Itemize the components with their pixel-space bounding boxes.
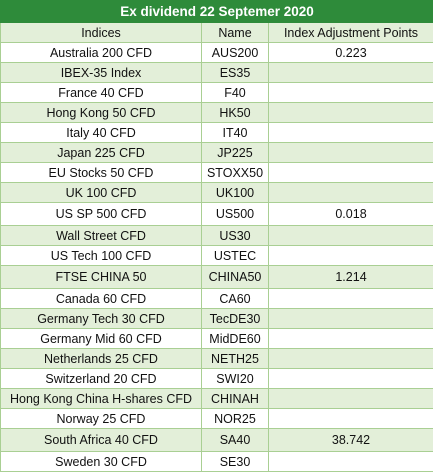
cell-adjustment-points [269,83,433,103]
cell-index: Wall Street CFD [1,226,202,246]
cell-index: Germany Tech 30 CFD [1,309,202,329]
cell-index: Netherlands 25 CFD [1,349,202,369]
cell-adjustment-points [269,143,433,163]
cell-name: F40 [202,83,269,103]
cell-name: USTEC [202,246,269,266]
cell-adjustment-points [269,329,433,349]
cell-name: SE30 [202,452,269,472]
cell-adjustment-points [269,409,433,429]
header-row: Indices Name Index Adjustment Points [1,23,433,43]
cell-name: US30 [202,226,269,246]
cell-adjustment-points [269,309,433,329]
cell-name: SWI20 [202,369,269,389]
cell-name: CHINAH [202,389,269,409]
cell-index: Japan 225 CFD [1,143,202,163]
cell-adjustment-points: 0.018 [269,203,433,226]
cell-adjustment-points [269,63,433,83]
cell-index: Canada 60 CFD [1,289,202,309]
cell-adjustment-points [269,289,433,309]
cell-index: Switzerland 20 CFD [1,369,202,389]
cell-adjustment-points: 38.742 [269,429,433,452]
cell-name: ES35 [202,63,269,83]
cell-index: IBEX-35 Index [1,63,202,83]
cell-name: IT40 [202,123,269,143]
cell-adjustment-points [269,183,433,203]
cell-adjustment-points: 0.223 [269,43,433,63]
cell-name: UK100 [202,183,269,203]
cell-name: NOR25 [202,409,269,429]
cell-adjustment-points [269,163,433,183]
cell-name: TecDE30 [202,309,269,329]
cell-index: Hong Kong China H-shares CFD [1,389,202,409]
cell-name: NETH25 [202,349,269,369]
cell-index: UK 100 CFD [1,183,202,203]
cell-adjustment-points: 1.214 [269,266,433,289]
cell-name: MidDE60 [202,329,269,349]
cell-adjustment-points [269,103,433,123]
cell-index: Germany Mid 60 CFD [1,329,202,349]
cell-name: AUS200 [202,43,269,63]
header-indices: Indices [1,23,202,43]
cell-index: Hong Kong 50 CFD [1,103,202,123]
cell-adjustment-points [269,349,433,369]
title-row: Ex dividend 22 Septemer 2020 [1,1,433,23]
header-adjustment-points: Index Adjustment Points [269,23,433,43]
cell-name: HK50 [202,103,269,123]
cell-index: EU Stocks 50 CFD [1,163,202,183]
cell-index: FTSE CHINA 50 [1,266,202,289]
cell-name: CHINA50 [202,266,269,289]
cell-name: STOXX50 [202,163,269,183]
cell-index: Norway 25 CFD [1,409,202,429]
cell-name: US500 [202,203,269,226]
cell-index: Italy 40 CFD [1,123,202,143]
cell-index: Australia 200 CFD [1,43,202,63]
cell-index: Sweden 30 CFD [1,452,202,472]
cell-adjustment-points [269,246,433,266]
table-title: Ex dividend 22 Septemer 2020 [1,1,433,23]
cell-index: US SP 500 CFD [1,203,202,226]
cell-adjustment-points [269,369,433,389]
cell-adjustment-points [269,452,433,472]
header-name: Name [202,23,269,43]
cell-adjustment-points [269,389,433,409]
cell-index: US Tech 100 CFD [1,246,202,266]
cell-index: South Africa 40 CFD [1,429,202,452]
cell-name: SA40 [202,429,269,452]
cell-adjustment-points [269,226,433,246]
cell-adjustment-points [269,123,433,143]
cell-name: JP225 [202,143,269,163]
cell-name: CA60 [202,289,269,309]
cell-index: France 40 CFD [1,83,202,103]
